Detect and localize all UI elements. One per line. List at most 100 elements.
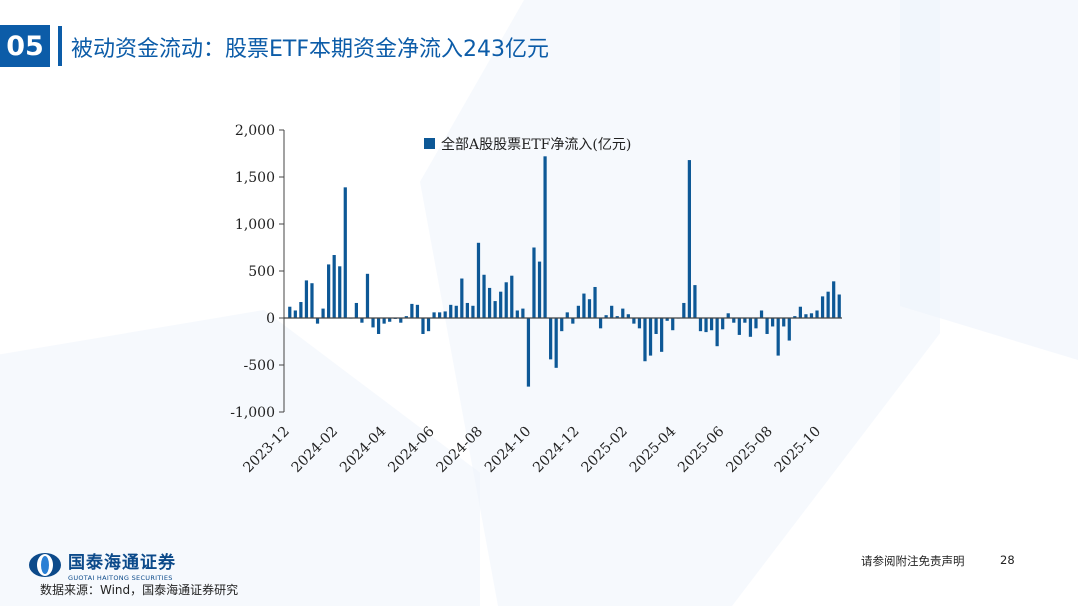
bar [804,314,808,318]
bar [598,318,603,329]
y-tick-label: 2,000 [235,123,275,139]
bar [604,315,608,318]
bar [327,264,331,318]
logo-text-en: GUOTAI HAITONG SECURITIES [68,574,173,582]
x-tick-label: 2025-08 [723,424,775,476]
page-title: 被动资金流动：股票ETF本期资金净流入243亿元 [71,37,549,62]
bar [288,306,292,318]
bar [820,296,825,318]
bar [815,310,819,318]
bar [510,275,514,318]
bar [471,305,475,318]
bar [454,305,458,318]
bar [587,299,592,318]
bar [526,318,531,387]
bar [365,273,370,318]
bar [410,303,414,318]
bar [360,318,364,323]
bar [660,318,664,352]
bar [449,304,453,318]
bar [721,318,725,330]
bar [382,318,386,324]
bar [787,318,791,341]
bar [832,281,836,318]
bar [593,286,597,318]
bar [715,318,719,347]
data-source: 数据来源：Wind，国泰海通证券研究 [40,583,239,597]
y-tick-label: 1,000 [235,217,275,233]
bar [560,318,564,332]
logo-icon [29,553,61,577]
bar [415,304,420,318]
bar [521,308,525,318]
bar [549,318,553,360]
bar [671,318,675,331]
bar [826,291,830,318]
bar [759,310,764,318]
bar [793,316,797,318]
y-tick-label: 500 [248,264,275,280]
bar [704,318,708,333]
bar [726,313,730,318]
bar [615,316,619,318]
bar [504,282,508,318]
bar [543,156,547,318]
bar [487,287,492,318]
x-tick-label: 2024-10 [482,424,534,476]
bar [693,285,697,318]
bar [354,302,358,318]
bar [771,318,775,327]
bar [532,247,536,318]
bar [782,318,786,327]
bar [493,301,497,318]
background-shape [900,0,1078,360]
bar [371,318,375,328]
y-tick-label: -1,000 [230,405,275,421]
bar [837,294,841,318]
legend-label: 全部A股股票ETF净流入(亿元) [441,136,631,153]
bar [626,314,630,318]
bar [332,255,336,318]
x-tick-label: 2025-02 [578,424,630,476]
bar [776,318,780,356]
bar [515,310,519,318]
bar [610,305,614,318]
y-tick-label: -500 [244,358,275,374]
bar [809,313,814,318]
bar [643,318,647,362]
bar [743,318,747,323]
bar [709,318,714,331]
bar [321,308,325,318]
bar [582,293,586,318]
logo-text: 国泰海通证券 [68,553,176,573]
bar [482,274,486,318]
bar [765,318,769,334]
x-tick-label: 2024-06 [385,423,438,476]
legend-swatch [424,138,435,149]
bar [338,266,342,318]
bar [565,312,569,318]
page-number: 28 [1000,553,1015,567]
bar [737,318,741,335]
bar [438,312,442,318]
x-tick-label: 2025-04 [627,423,680,476]
bar [632,318,636,324]
y-tick-label: 0 [266,311,275,327]
x-tick-label: 2024-08 [434,424,486,476]
bar [554,318,558,368]
bar [687,160,691,318]
bar [460,278,464,318]
company-logo: 国泰海通证券 GUOTAI HAITONG SECURITIES [28,548,176,582]
bar [421,318,425,334]
bar [465,302,469,318]
bar [576,305,580,318]
bar [682,302,686,318]
y-tick-label: 1,500 [235,170,275,186]
disclaimer-link[interactable]: 请参阅附注免责声明 [861,554,965,568]
bar [310,283,314,318]
bar [665,318,669,321]
bar [748,318,753,337]
bar [571,318,575,324]
bar [648,318,653,356]
x-tick-label: 2024-04 [337,423,390,476]
